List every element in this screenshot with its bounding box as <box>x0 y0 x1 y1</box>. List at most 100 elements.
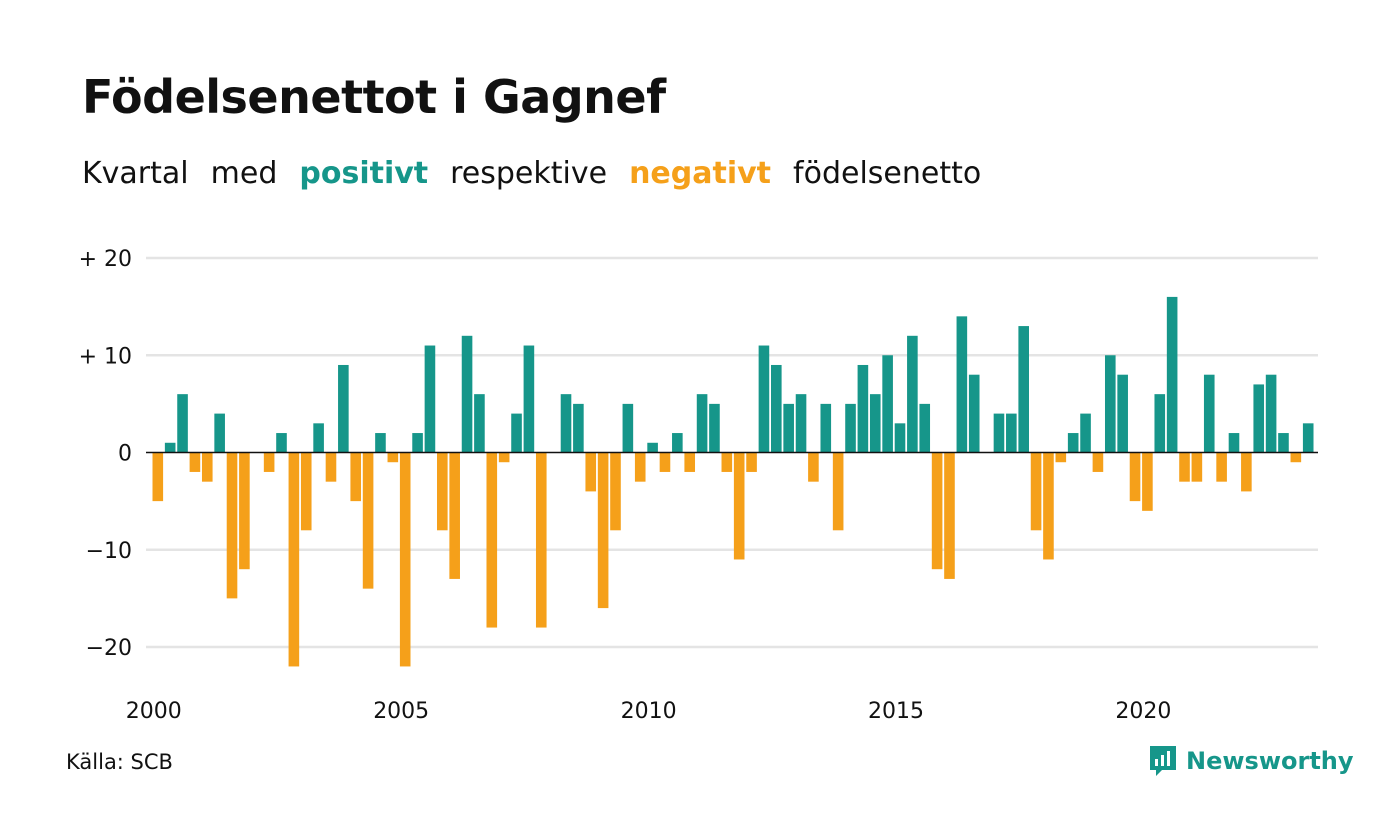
bar <box>931 452 943 570</box>
x-tick-label: 2000 <box>126 699 182 724</box>
bar <box>758 345 770 453</box>
bar <box>709 403 720 453</box>
x-tick-label: 2020 <box>1115 699 1171 724</box>
bar <box>585 452 597 492</box>
bar <box>523 345 535 453</box>
bar <box>672 433 683 453</box>
bar <box>1092 452 1104 472</box>
bar <box>746 452 757 472</box>
bar <box>1018 326 1029 453</box>
bar <box>560 394 572 453</box>
bar <box>288 452 300 667</box>
bar <box>721 452 733 472</box>
chart-title: Födelsenettot i Gagnef <box>82 70 666 124</box>
bar <box>399 452 411 667</box>
bar <box>684 452 696 472</box>
bar <box>313 423 324 453</box>
bar <box>276 433 287 453</box>
bar <box>1067 433 1079 453</box>
bar <box>634 452 646 482</box>
bar <box>1278 433 1289 453</box>
bar <box>1241 452 1252 492</box>
bar <box>622 403 634 453</box>
bar <box>647 442 658 453</box>
brand: Newsworthy <box>1148 744 1354 778</box>
bar <box>919 403 931 453</box>
subtitle-positive-label: positivt <box>299 156 429 191</box>
bar <box>1191 452 1203 482</box>
x-tick-label: 2005 <box>373 699 429 724</box>
bar <box>1154 394 1166 453</box>
bar <box>535 452 547 628</box>
subtitle-text: med <box>210 156 278 191</box>
y-tick-label: + 10 <box>79 344 132 369</box>
subtitle-text: födelsenetto <box>793 156 982 191</box>
bar <box>1117 374 1128 453</box>
bar <box>214 413 225 453</box>
x-tick-label: 2010 <box>621 699 677 724</box>
bar <box>239 452 250 570</box>
bar <box>486 452 498 628</box>
bar <box>263 452 275 472</box>
y-tick-label: 0 <box>118 442 132 467</box>
bar <box>1228 433 1240 453</box>
bar <box>869 394 881 453</box>
bar <box>511 413 522 453</box>
newsworthy-logo-icon <box>1150 746 1176 776</box>
brand-name: Newsworthy <box>1186 747 1354 775</box>
bar <box>1006 413 1017 453</box>
bar <box>907 335 918 453</box>
x-tick-label: 2015 <box>868 699 924 724</box>
bar <box>226 452 238 599</box>
bar <box>808 452 819 482</box>
bar <box>783 403 794 453</box>
bar <box>1179 452 1190 482</box>
bar <box>1265 374 1277 453</box>
bar <box>610 452 621 531</box>
bar <box>597 452 609 609</box>
bar <box>1166 296 1178 453</box>
bar <box>1080 413 1091 453</box>
chart-subtitle: Kvartal med positivt respektive negativt föde… <box>82 156 1003 191</box>
bar <box>968 374 980 453</box>
bar <box>1302 423 1314 453</box>
bar <box>375 433 386 453</box>
bar <box>1104 355 1116 453</box>
bar <box>461 335 473 453</box>
bar <box>338 364 349 453</box>
bar <box>733 452 745 560</box>
bar <box>1216 452 1227 482</box>
subtitle-text: Kvartal <box>82 156 189 191</box>
bar <box>956 316 968 453</box>
bar <box>1253 384 1265 453</box>
bar <box>659 452 671 472</box>
bar <box>152 452 164 502</box>
bar <box>1142 452 1153 511</box>
bar <box>1055 452 1067 463</box>
bar <box>412 433 423 453</box>
bar <box>362 452 374 589</box>
bar <box>1290 452 1302 463</box>
bar <box>474 394 485 453</box>
bar <box>696 394 708 453</box>
bar <box>387 452 399 463</box>
bar <box>1030 452 1042 531</box>
bar <box>424 345 436 453</box>
bar <box>498 452 510 463</box>
bar <box>189 452 201 472</box>
y-tick-label: −10 <box>86 539 132 564</box>
y-tick-label: −20 <box>86 636 132 661</box>
bar <box>300 452 312 531</box>
bar <box>573 403 584 453</box>
bar <box>325 452 337 482</box>
bar <box>201 452 213 482</box>
bar <box>857 364 869 453</box>
bar <box>1043 452 1054 560</box>
bar <box>449 452 460 579</box>
bar <box>944 452 955 579</box>
bar <box>845 403 856 453</box>
bar <box>882 355 893 453</box>
y-tick-label: + 20 <box>79 247 132 272</box>
bar <box>1203 374 1215 453</box>
